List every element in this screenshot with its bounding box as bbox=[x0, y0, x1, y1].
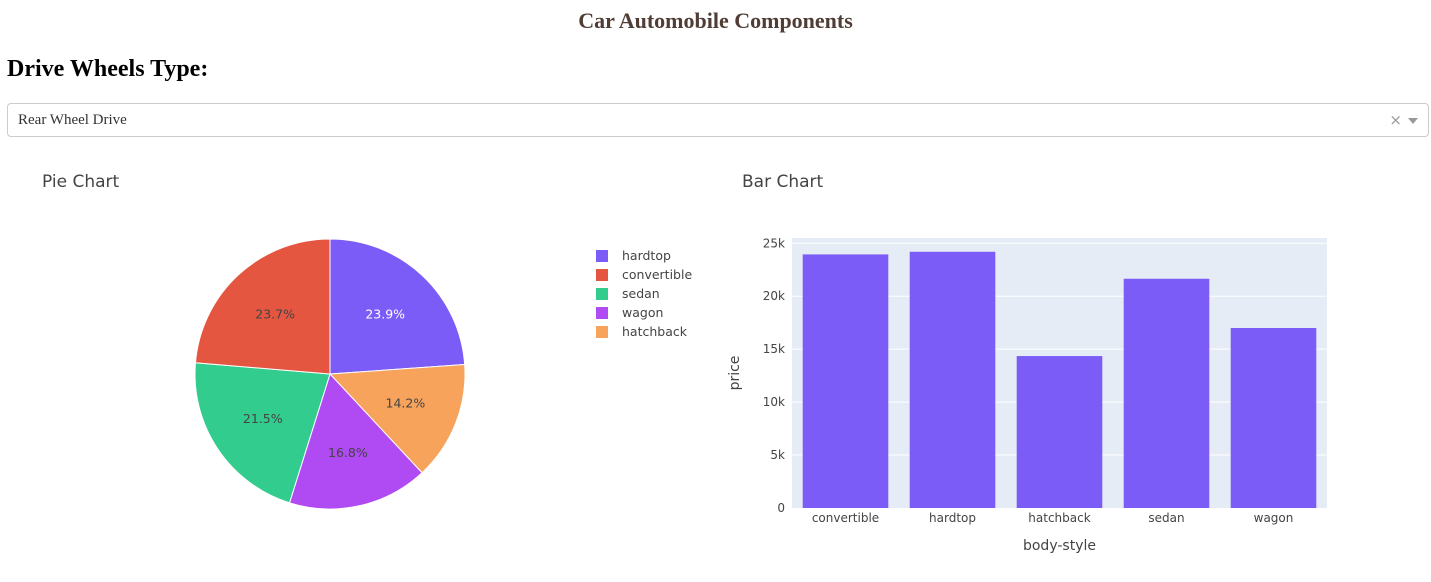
page-title: Car Automobile Components bbox=[578, 8, 853, 33]
pie-slice-hardtop[interactable] bbox=[329, 238, 466, 375]
x-axis-title: body-style bbox=[1023, 538, 1096, 554]
bar-chart: 0 5k 10k 15k 20k 25k convertible hardtop hatchba… bbox=[727, 236, 1327, 554]
legend-swatch-sedan bbox=[596, 287, 608, 300]
y-tick-label: 5k bbox=[770, 448, 785, 462]
legend-item-hardtop[interactable]: hardtop bbox=[596, 246, 692, 265]
legend-swatch-hardtop bbox=[596, 249, 608, 262]
pie-slice-convertible[interactable] bbox=[194, 238, 331, 375]
legend-label-sedan: sedan bbox=[622, 286, 660, 301]
bar-convertible[interactable] bbox=[802, 254, 889, 508]
x-tick-label-hatchback: hatchback bbox=[1028, 511, 1090, 525]
bar-wagon[interactable] bbox=[1230, 328, 1317, 508]
legend-item-sedan[interactable]: sedan bbox=[596, 284, 692, 303]
legend-label-wagon: wagon bbox=[622, 305, 664, 320]
pie-chart-title: Pie Chart bbox=[42, 172, 120, 192]
chevron-down-icon[interactable] bbox=[1408, 118, 1418, 124]
bar-chart-panel: Bar Chart 0 5k 10k 15k 20k 25k convertible hard… bbox=[715, 158, 1431, 578]
bar-chart-title: Bar Chart bbox=[742, 172, 824, 192]
legend-item-convertible[interactable]: convertible bbox=[596, 265, 692, 284]
legend-swatch-wagon bbox=[596, 306, 608, 319]
y-tick-label: 0 bbox=[777, 501, 785, 515]
pie-label-convertible: 23.7% bbox=[255, 306, 295, 321]
pie-label-hatchback: 14.2% bbox=[386, 396, 426, 411]
dropdown-selected-value: Rear Wheel Drive bbox=[18, 112, 127, 128]
legend-item-wagon[interactable]: wagon bbox=[596, 303, 692, 322]
x-tick-label-sedan: sedan bbox=[1148, 511, 1184, 525]
legend-label-convertible: convertible bbox=[622, 267, 693, 282]
pie-slice-sedan[interactable] bbox=[194, 362, 331, 504]
pie-chart-panel: Pie Chart 23.9% 14.2% 16.8% 21.5% 23.7% hard… bbox=[0, 158, 715, 578]
pie-label-sedan: 21.5% bbox=[243, 411, 283, 426]
pie-label-hardtop: 23.9% bbox=[365, 307, 405, 322]
x-tick-label-hardtop: hardtop bbox=[929, 511, 976, 525]
pie-slice-wagon[interactable] bbox=[288, 373, 423, 510]
legend-label-hardtop: hardtop bbox=[622, 248, 671, 263]
legend-label-hatchback: hatchback bbox=[622, 324, 687, 339]
x-tick-label-convertible: convertible bbox=[812, 511, 879, 525]
drive-wheels-dropdown[interactable]: Rear Wheel Drive × bbox=[7, 103, 1429, 137]
legend-swatch-hatchback bbox=[596, 325, 608, 338]
x-tick-label-wagon: wagon bbox=[1254, 511, 1294, 525]
y-tick-label: 15k bbox=[763, 342, 785, 356]
pie-legend: hardtop convertible sedan wagon hatchback bbox=[596, 246, 692, 341]
pie-slice-hatchback[interactable] bbox=[328, 363, 466, 474]
y-tick-label: 10k bbox=[763, 395, 785, 409]
legend-item-hatchback[interactable]: hatchback bbox=[596, 322, 692, 341]
pie-label-wagon: 16.8% bbox=[328, 445, 368, 460]
bar-hardtop[interactable] bbox=[909, 251, 996, 508]
y-tick-label: 25k bbox=[763, 236, 785, 250]
bar-hatchback[interactable] bbox=[1016, 356, 1103, 508]
y-tick-label: 20k bbox=[763, 289, 785, 303]
legend-swatch-convertible bbox=[596, 268, 608, 281]
pie-chart: 23.9% 14.2% 16.8% 21.5% 23.7% bbox=[194, 238, 466, 510]
bar-sedan[interactable] bbox=[1123, 278, 1210, 508]
clear-icon[interactable]: × bbox=[1389, 111, 1402, 129]
y-axis-title: price bbox=[727, 356, 743, 391]
drive-wheels-heading: Drive Wheels Type: bbox=[7, 56, 209, 82]
